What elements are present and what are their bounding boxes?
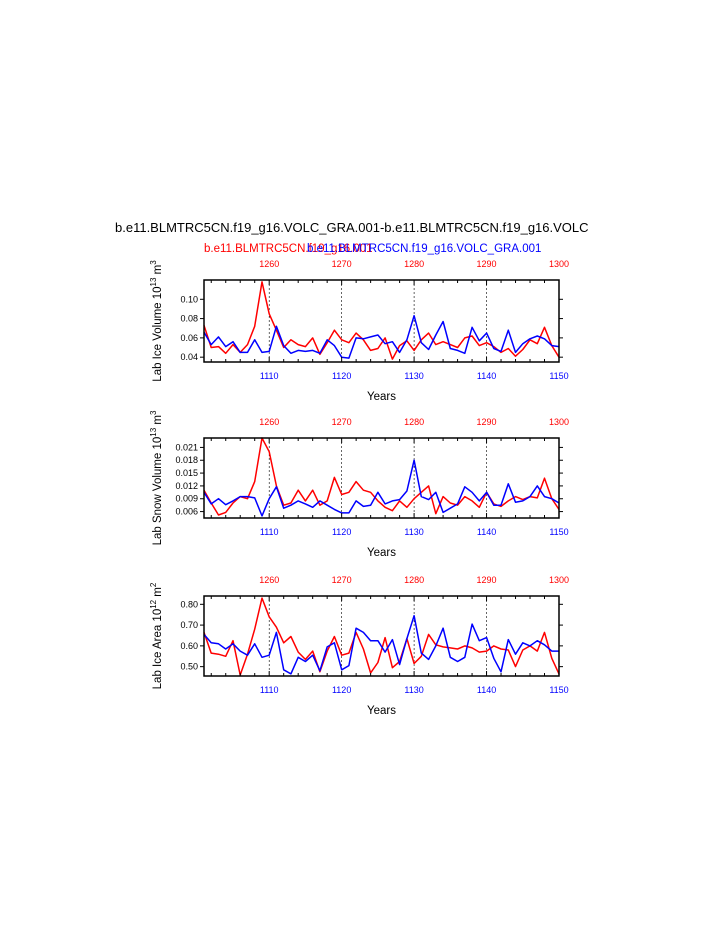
snow-volume-top-tick-label-1270: 1270 bbox=[332, 417, 352, 427]
ice-area-ytick-label-3: 0.80 bbox=[180, 599, 198, 609]
snow-volume-bottom-tick-label-1110: 1110 bbox=[260, 527, 279, 537]
ice-area-y-axis-title-part-1: 12 bbox=[149, 599, 158, 608]
ice-area-bottom-tick-label-1150: 1150 bbox=[549, 685, 568, 695]
snow-volume-series-blue bbox=[203, 459, 560, 517]
ice-volume-y-axis-title-part-3: 3 bbox=[149, 260, 158, 265]
snow-volume-y-axis-title-part-3: 3 bbox=[149, 410, 158, 415]
ice-volume-ytick-label-1: 0.06 bbox=[180, 333, 198, 343]
snow-volume-plot-frame bbox=[203, 437, 560, 519]
snow-volume-ytick-label-5: 0.021 bbox=[175, 442, 198, 452]
ice-area-top-tick-label-1300: 1300 bbox=[549, 575, 569, 585]
snow-volume-top-tick-label-1300: 1300 bbox=[549, 417, 569, 427]
figure-title: b.e11.BLMTRC5CN.f19_g16.VOLC_GRA.001-b.e… bbox=[115, 220, 589, 235]
snow-volume-y-axis-title-part-1: 13 bbox=[149, 427, 158, 436]
snow-volume-bottom-tick-label-1120: 1120 bbox=[332, 527, 351, 537]
ice-area-bottom-tick-label-1130: 1130 bbox=[404, 685, 423, 695]
ice-volume-ytick-label-3: 0.10 bbox=[180, 294, 198, 304]
ice-area-y-axis-title-part-0: Lab Ice Area 10 bbox=[152, 609, 164, 690]
ice-volume-series-blue bbox=[203, 314, 560, 359]
ice-area-top-tick-label-1270: 1270 bbox=[332, 575, 352, 585]
ice-area-bottom-tick-label-1120: 1120 bbox=[332, 685, 351, 695]
ice-volume-top-tick-label-1260: 1260 bbox=[259, 259, 279, 269]
ice-volume-ytick-label-2: 0.08 bbox=[180, 314, 198, 324]
ice-area-x-axis-title: Years bbox=[367, 705, 396, 717]
ice-area-plot-frame bbox=[203, 595, 560, 677]
ice-volume-y-axis-title-part-1: 13 bbox=[149, 277, 158, 286]
snow-volume-top-tick-label-1290: 1290 bbox=[477, 417, 497, 427]
ice-volume-bottom-tick-label-1130: 1130 bbox=[404, 371, 423, 381]
snow-volume-ytick-label-1: 0.009 bbox=[175, 494, 198, 504]
ice-volume-top-tick-label-1270: 1270 bbox=[332, 259, 352, 269]
ice-area-panel: 0.50 0.60 0.70 0.80 1110 1120 1130 1140 1150 1260… bbox=[149, 575, 569, 717]
ice-volume-ytick-label-0: 0.04 bbox=[180, 352, 198, 362]
snow-volume-bottom-tick-label-1130: 1130 bbox=[404, 527, 423, 537]
ice-volume-top-tick-label-1300: 1300 bbox=[549, 259, 569, 269]
ice-area-top-tick-label-1280: 1280 bbox=[404, 575, 424, 585]
ice-volume-y-axis-title-part-0: Lab Ice Volume 10 bbox=[152, 286, 164, 381]
snow-volume-ytick-label-3: 0.015 bbox=[175, 468, 198, 478]
ice-volume-bottom-tick-label-1110: 1110 bbox=[260, 371, 279, 381]
ice-volume-top-tick-label-1290: 1290 bbox=[477, 259, 497, 269]
snow-volume-series-red bbox=[203, 437, 560, 516]
snow-volume-top-tick-label-1280: 1280 bbox=[404, 417, 424, 427]
snow-volume-y-axis-title: Lab Snow Volume 1013 m3 bbox=[149, 410, 164, 545]
ice-area-y-axis-title: Lab Ice Area 1012 m2 bbox=[149, 582, 164, 689]
snow-volume-ytick-label-4: 0.018 bbox=[175, 455, 198, 465]
ice-area-top-tick-label-1260: 1260 bbox=[259, 575, 279, 585]
ice-volume-bottom-tick-label-1150: 1150 bbox=[549, 371, 568, 381]
snow-volume-top-tick-label-1260: 1260 bbox=[259, 417, 279, 427]
snow-volume-ytick-label-2: 0.012 bbox=[175, 481, 198, 491]
snow-volume-y-axis-title-part-0: Lab Snow Volume 10 bbox=[152, 437, 164, 546]
ice-area-top-tick-label-1290: 1290 bbox=[477, 575, 497, 585]
ice-area-bottom-tick-label-1110: 1110 bbox=[260, 685, 279, 695]
ice-area-series-blue bbox=[203, 614, 559, 675]
snow-volume-x-axis-title: Years bbox=[367, 547, 396, 559]
ice-area-bottom-tick-label-1140: 1140 bbox=[477, 685, 496, 695]
legend-red-case: b.e11.BLMTRC5CN.f19_g16.001 bbox=[204, 243, 373, 255]
snow-volume-bottom-tick-label-1150: 1150 bbox=[549, 527, 568, 537]
ice-volume-bottom-tick-label-1140: 1140 bbox=[477, 371, 496, 381]
ice-volume-plot-frame bbox=[203, 279, 560, 363]
snow-volume-ytick-label-0: 0.006 bbox=[175, 507, 198, 517]
ice-area-y-axis-title-part-3: 2 bbox=[149, 582, 158, 587]
snow-volume-bottom-tick-label-1140: 1140 bbox=[477, 527, 496, 537]
ice-volume-x-axis-title: Years bbox=[367, 391, 396, 403]
ice-volume-top-tick-label-1280: 1280 bbox=[404, 259, 424, 269]
ice-area-ytick-label-0: 0.50 bbox=[180, 662, 198, 672]
ice-area-y-axis-title-part-2: m bbox=[152, 587, 164, 600]
ice-volume-bottom-tick-label-1120: 1120 bbox=[332, 371, 351, 381]
snow-volume-panel: 0.006 0.009 0.012 0.015 0.018 0.021 1110 1120 11… bbox=[149, 410, 569, 559]
snow-volume-y-axis-title-part-2: m bbox=[152, 415, 164, 428]
legend-blue-case: b.e11.BLMTRC5CN.f19_g16.VOLC_GRA.001 bbox=[307, 243, 541, 255]
ice-area-ytick-label-1: 0.60 bbox=[180, 641, 198, 651]
ice-area-series-red bbox=[203, 597, 560, 676]
ice-volume-y-axis-title-part-2: m bbox=[152, 265, 164, 278]
ice-area-ytick-label-2: 0.70 bbox=[180, 620, 198, 630]
ice-volume-panel: 0.04 0.06 0.08 0.10 1110 1120 1130 1140 1150 1260… bbox=[149, 259, 569, 403]
ice-volume-series-red bbox=[203, 281, 560, 360]
ice-volume-y-axis-title: Lab Ice Volume 1013 m3 bbox=[149, 260, 164, 382]
